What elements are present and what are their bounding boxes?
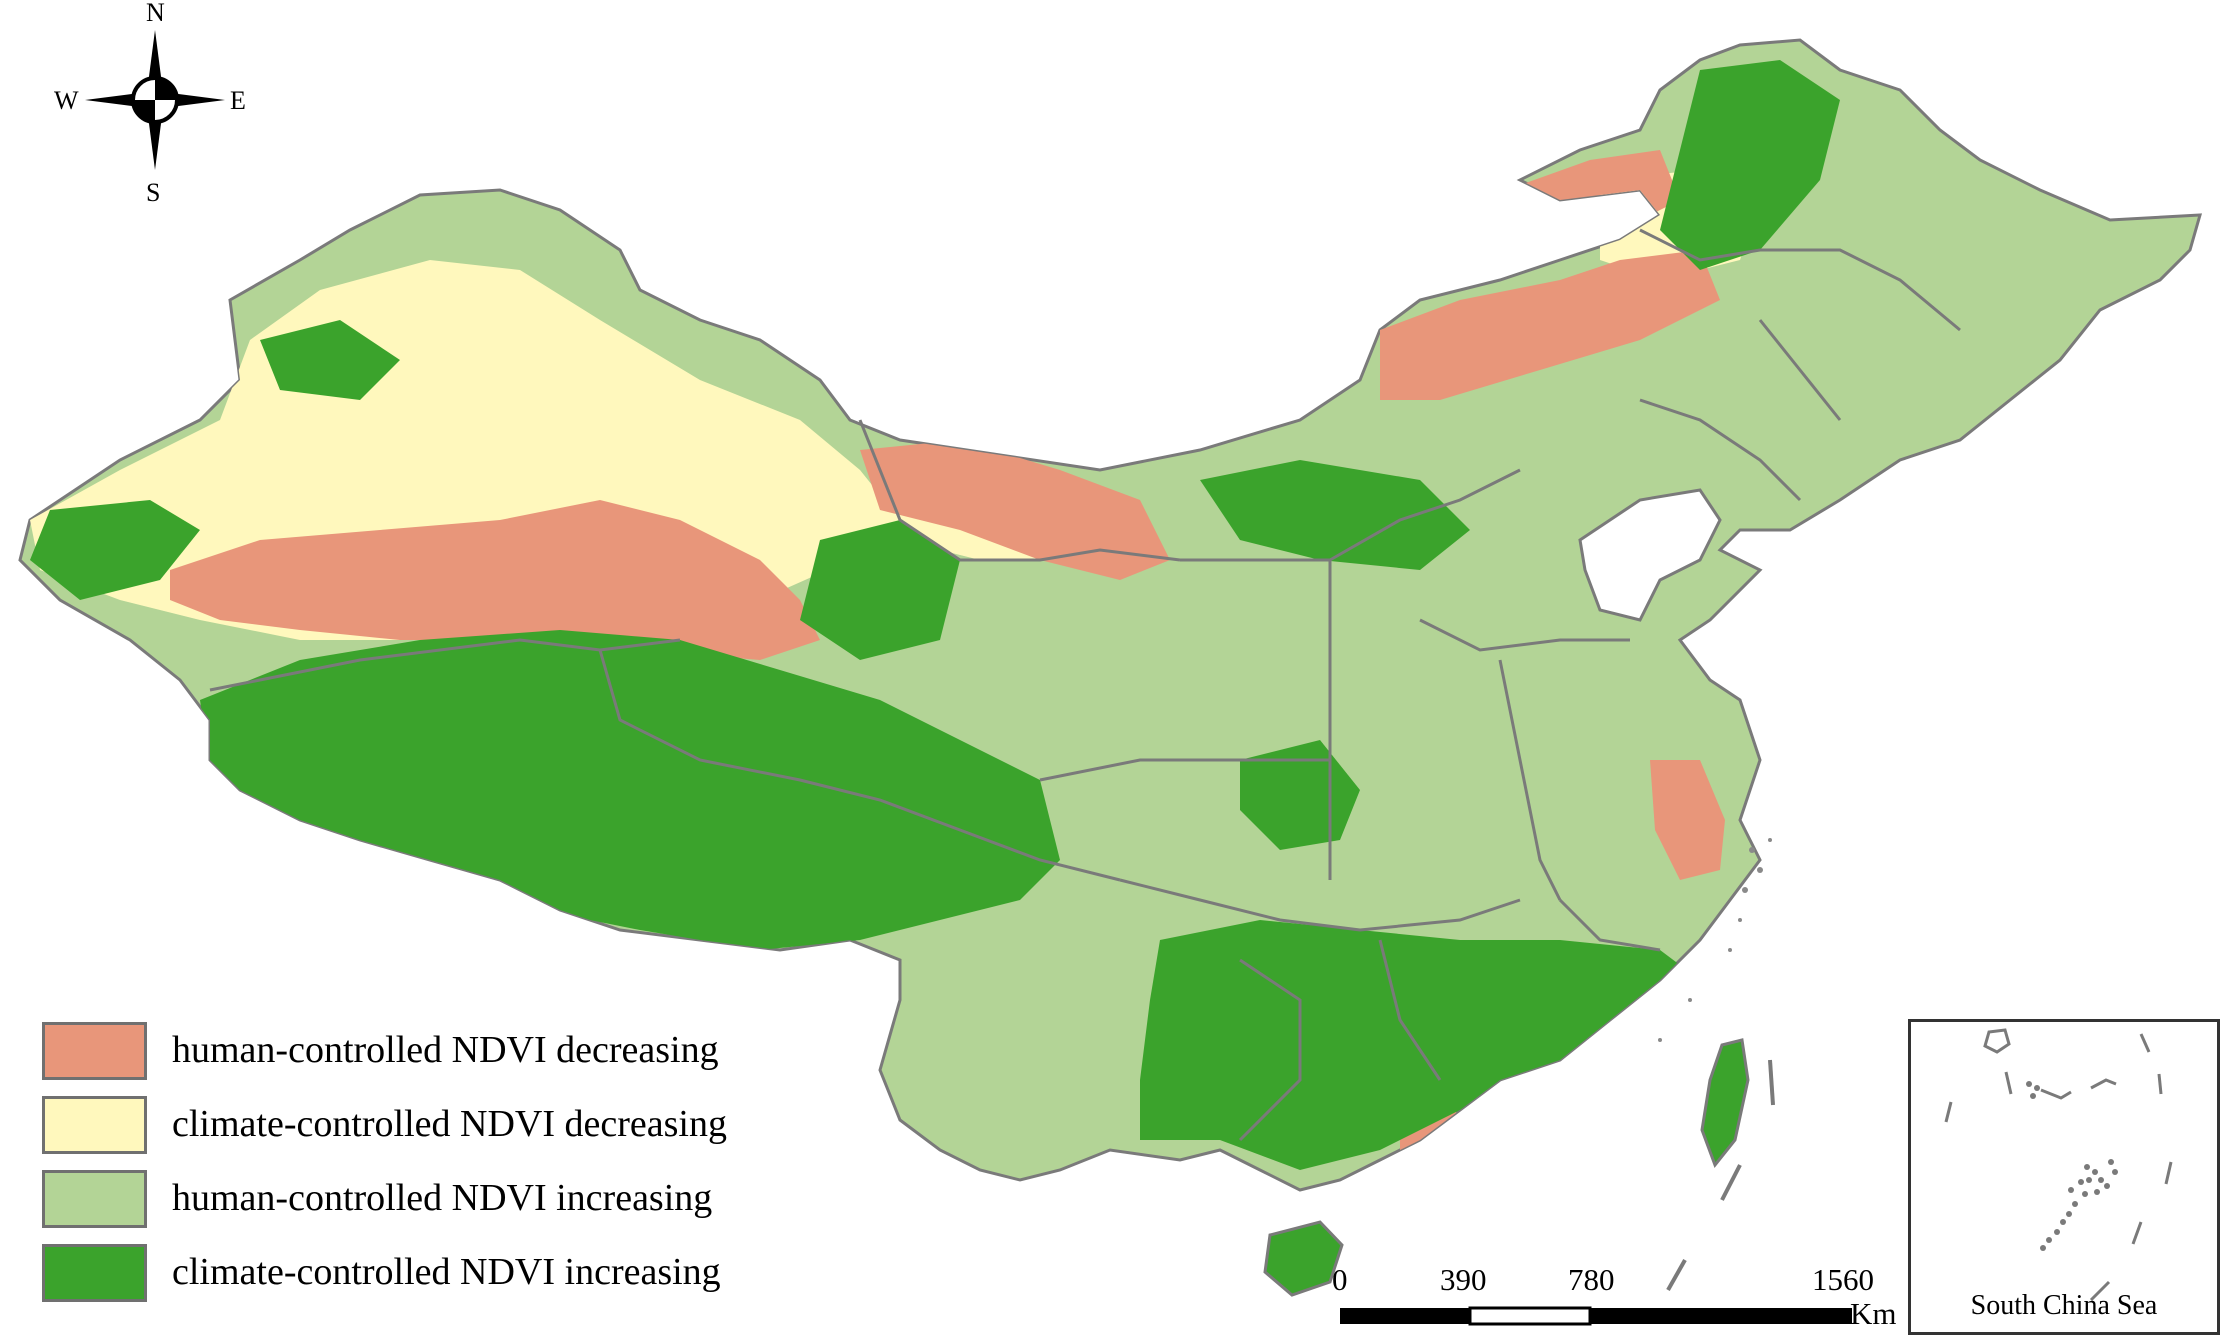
region-climate-increasing-south	[1140, 920, 1700, 1170]
region-climate-increasing-qilian	[800, 520, 960, 660]
south-china-sea-inset: South China Sea	[1908, 1019, 2220, 1335]
inset-caption: South China Sea	[1970, 1290, 2158, 1321]
coastal-islands	[1658, 838, 1772, 1042]
compass-icon	[85, 30, 225, 170]
region-human-decreasing-tarim	[170, 500, 820, 660]
compass-rose: N S W E	[54, 0, 250, 207]
region-climate-increasing-tianshan	[30, 500, 200, 600]
inset-islands	[2026, 1081, 2118, 1251]
legend-item-climate-decreasing: climate-controlled NDVI decreasing	[42, 1096, 842, 1154]
legend-item-human-decreasing: human-controlled NDVI decreasing	[42, 1022, 842, 1080]
province-boundaries	[209, 228, 1961, 1142]
scale-tick-780: 780	[1568, 1262, 1615, 1297]
region-human-decreasing-inner-mongolia-west	[860, 440, 1170, 580]
legend-swatch	[42, 1022, 147, 1080]
inset-map	[1944, 1028, 2173, 1302]
legend-item-human-increasing: human-controlled NDVI increasing	[42, 1170, 842, 1228]
legend-label: climate-controlled NDVI increasing	[172, 1251, 721, 1293]
compass-west-label: W	[54, 86, 79, 115]
scale-tick-1560: 1560	[1812, 1262, 1874, 1297]
legend-swatch	[42, 1096, 147, 1154]
scale-unit: Km	[1850, 1296, 1897, 1331]
region-human-decreasing-yangtze-delta	[1650, 760, 1725, 880]
compass-south-label: S	[146, 178, 161, 207]
region-climate-increasing-altai	[260, 320, 400, 400]
hainan-island	[1263, 1220, 1344, 1297]
legend-swatch	[42, 1244, 147, 1302]
legend-label: human-controlled NDVI increasing	[172, 1177, 713, 1219]
region-climate-increasing-greater-khingan	[1660, 60, 1840, 270]
compass-north-label: N	[146, 0, 165, 27]
compass-east-label: E	[230, 86, 246, 115]
legend-swatch	[42, 1170, 147, 1228]
scale-tick-390: 390	[1440, 1262, 1487, 1297]
scale-tick-0: 0	[1332, 1262, 1348, 1297]
legend-label: climate-controlled NDVI decreasing	[172, 1103, 727, 1145]
taiwan-island	[1700, 1038, 1750, 1169]
region-climate-increasing-loess	[1200, 460, 1470, 570]
legend-label: human-controlled NDVI decreasing	[172, 1029, 719, 1071]
nine-dash-line-segments	[1666, 1059, 1775, 1291]
legend-item-climate-increasing: climate-controlled NDVI increasing	[42, 1244, 842, 1302]
bohai-sea	[1578, 488, 1722, 622]
region-human-decreasing-inner-mongolia-east	[1380, 250, 1720, 400]
